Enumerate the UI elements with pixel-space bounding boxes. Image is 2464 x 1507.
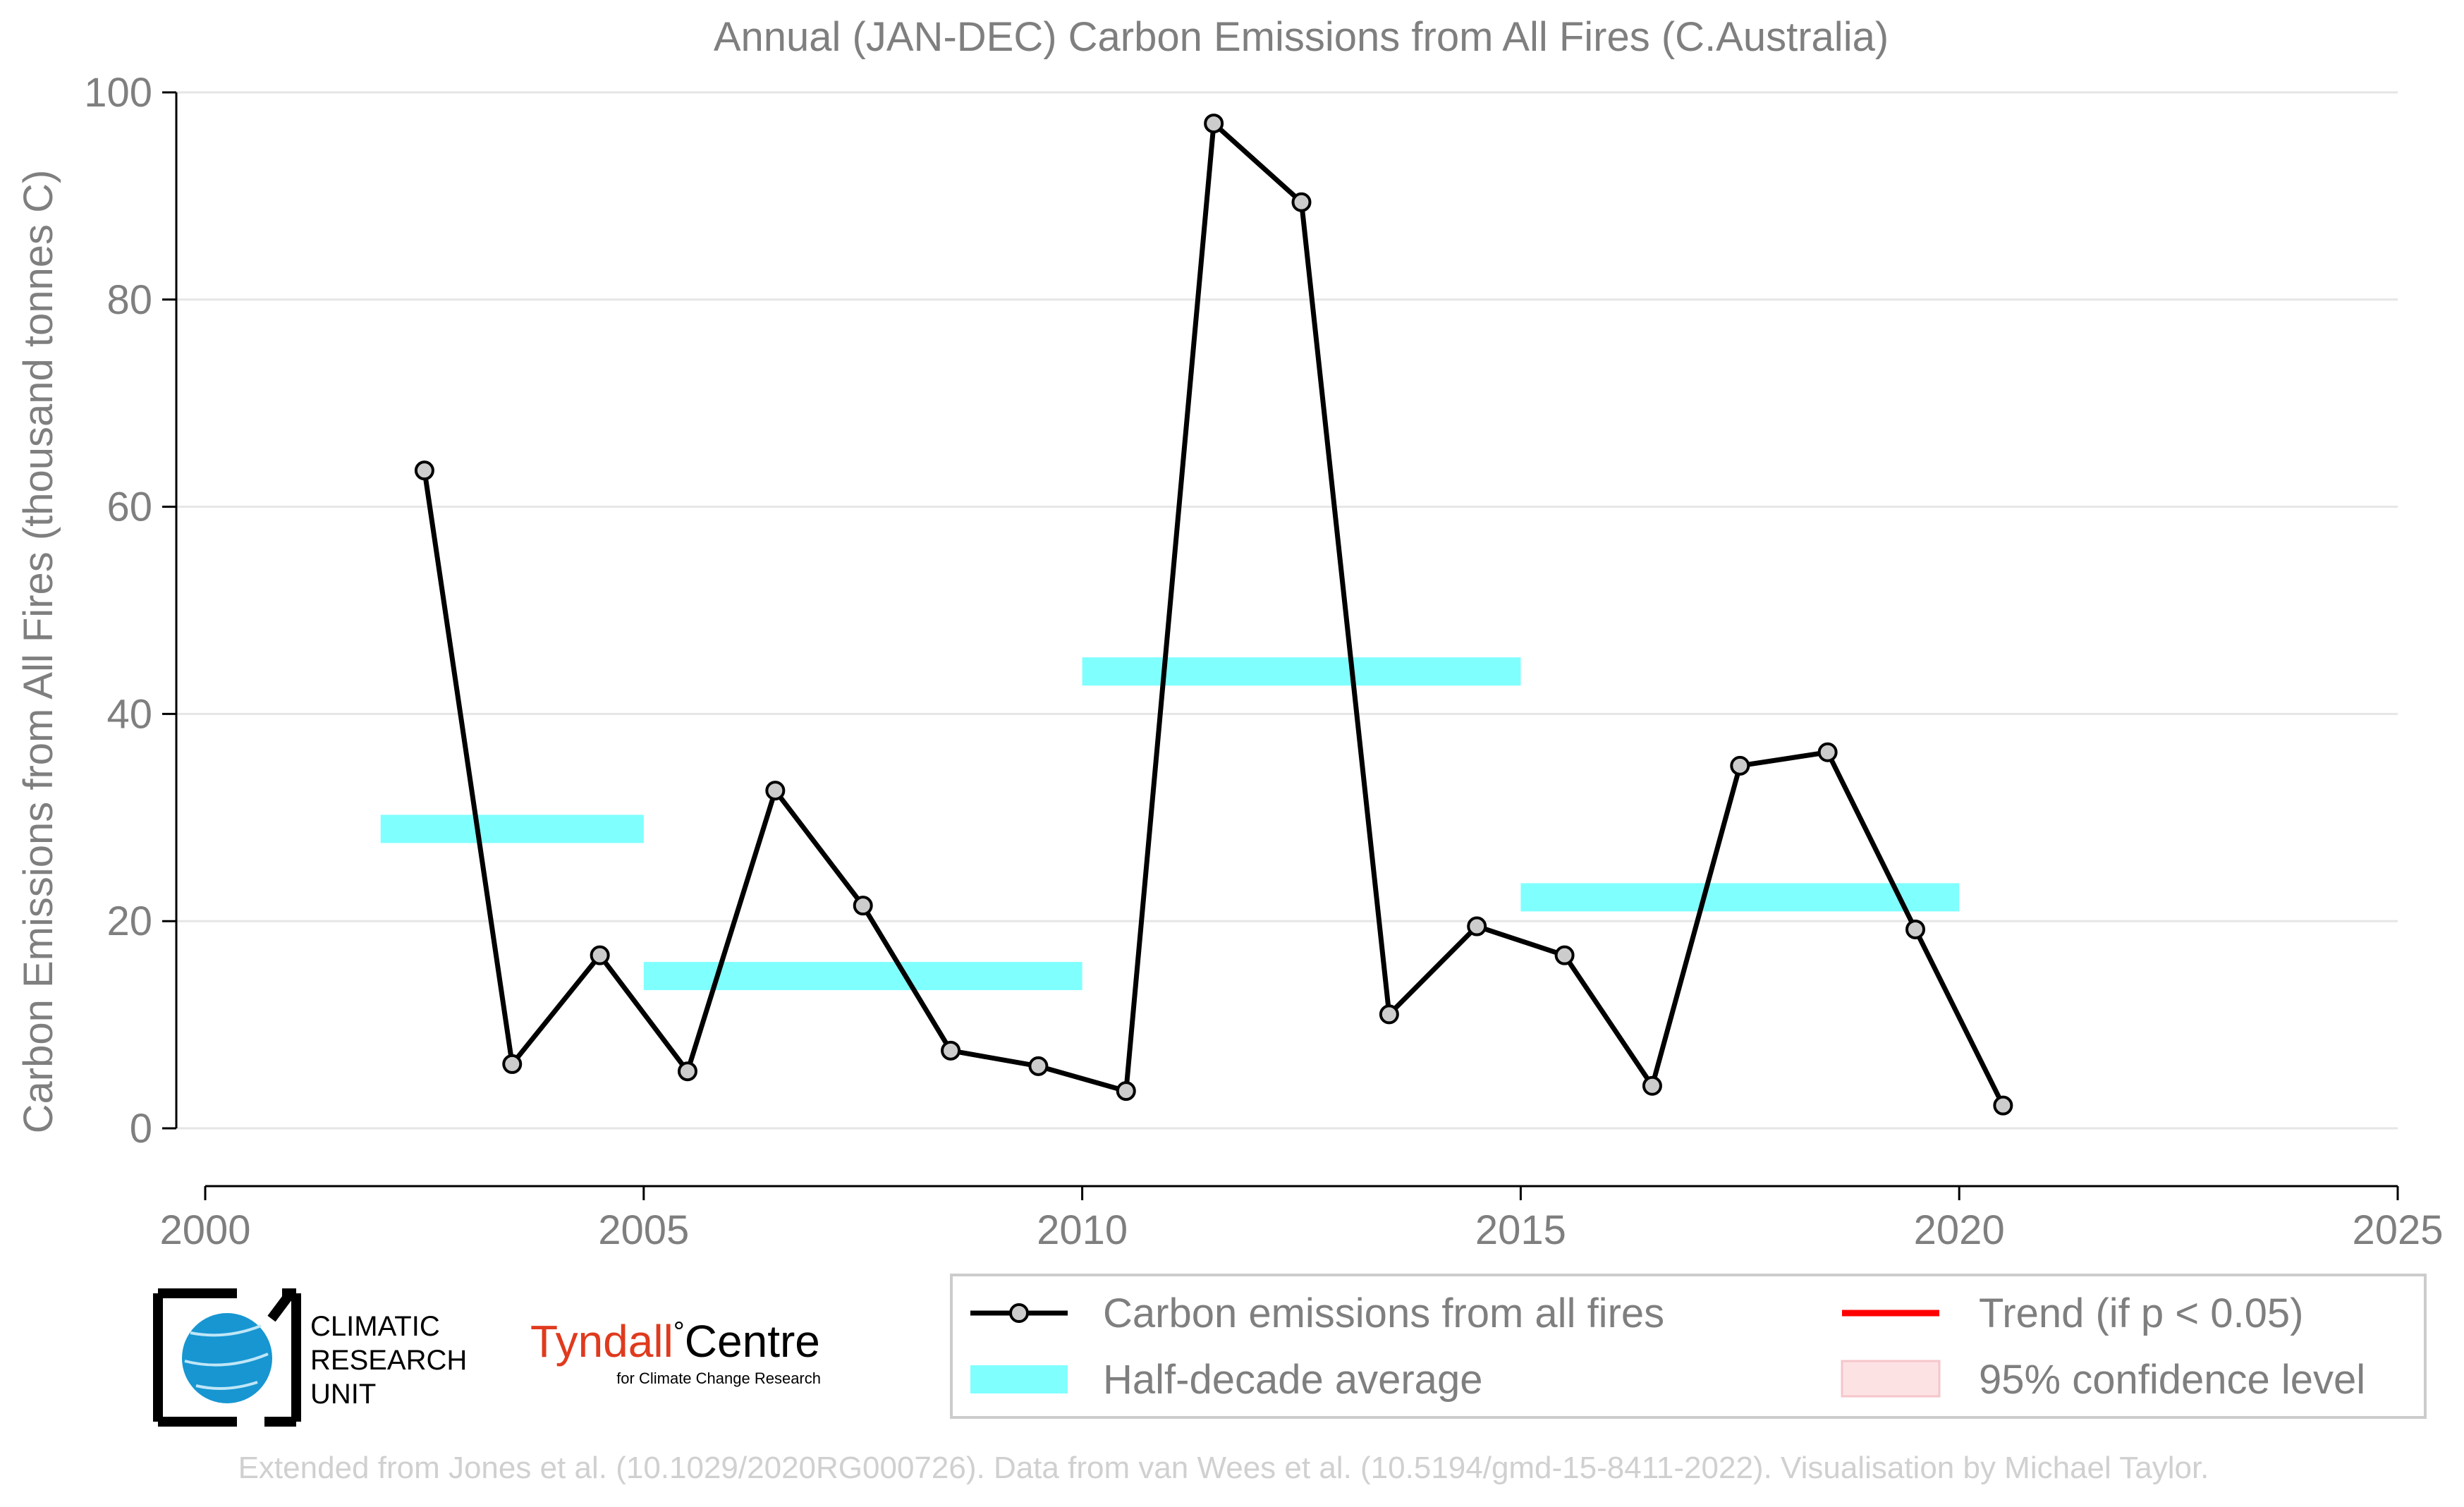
data-point (1817, 742, 1838, 762)
cru-logo: CLIMATIC RESEARCH UNIT (153, 1288, 467, 1427)
svg-text:Tyndall°Centre: Tyndall°Centre (530, 1316, 820, 1367)
data-point (1379, 1004, 1399, 1025)
legend-label-confidence: 95% confidence level (1979, 1357, 2365, 1403)
half-decade-band (643, 962, 1082, 991)
legend-label-trend: Trend (if p < 0.05) (1979, 1291, 2303, 1336)
data-point (1905, 919, 1926, 939)
data-point (1642, 1075, 1662, 1096)
cyan-band-icon (970, 1365, 1068, 1393)
cru-bracket-left (153, 1288, 237, 1427)
x-tick-label: 2005 (598, 1207, 689, 1253)
axes: 0 20 40 60 80 100 2000 2005 2010 2015 2020 2025 (84, 70, 2443, 1253)
legend-item-confidence: 95% confidence level (1841, 1357, 2365, 1403)
half-decade-band (1082, 657, 1521, 686)
data-point (1467, 916, 1487, 936)
legend-marker-icon (1009, 1303, 1029, 1323)
data-point (1204, 114, 1224, 134)
half-decade-band (380, 814, 644, 843)
data-point (677, 1061, 697, 1082)
x-tick-label: 2025 (2352, 1207, 2443, 1253)
pink-patch-icon (1841, 1360, 1941, 1398)
y-tick-label: 80 (106, 277, 152, 323)
legend-frame (950, 1274, 2427, 1419)
y-tick-label: 60 (106, 484, 152, 530)
y-tick-label: 20 (106, 898, 152, 944)
data-point (1028, 1056, 1049, 1076)
legend-item-series: Carbon emissions from all fires (970, 1291, 1664, 1336)
legend: Carbon emissions from all fires Trend (i… (950, 1274, 2427, 1419)
cru-text-line2: RESEARCH (310, 1345, 467, 1376)
data-point (1291, 192, 1312, 212)
credit-line: Extended from Jones et al. (10.1029/2020… (238, 1451, 2209, 1485)
tyndall-word: Tyndall (530, 1316, 673, 1367)
tyndall-degree: ° (673, 1317, 685, 1348)
legend-item-half-decade: Half-decade average (970, 1357, 1482, 1403)
legend-label-half-decade: Half-decade average (1103, 1357, 1482, 1403)
series-line (422, 121, 2006, 1107)
tyndall-centre: Centre (685, 1316, 820, 1367)
data-point (853, 896, 873, 916)
x-tick-label: 2015 (1475, 1207, 1566, 1253)
data-point (414, 460, 434, 481)
legend-item-trend: Trend (if p < 0.05) (1842, 1291, 2303, 1336)
cru-text-line1: CLIMATIC (310, 1311, 440, 1342)
y-tick-label: 100 (84, 70, 152, 116)
data-point (765, 781, 786, 801)
data-point (941, 1040, 961, 1061)
y-axis-label: Carbon Emissions from All Fires (thousan… (16, 170, 61, 1134)
cru-text-line3: UNIT (310, 1379, 376, 1410)
chart-title: Annual (JAN-DEC) Carbon Emissions from A… (714, 14, 1889, 60)
data-point (1116, 1081, 1136, 1102)
y-tick-label: 0 (130, 1106, 152, 1152)
series-carbon-emissions (414, 114, 2013, 1116)
data-point (1993, 1095, 2013, 1116)
data-point (502, 1054, 523, 1074)
data-point (590, 945, 610, 965)
gridlines (176, 91, 2398, 1130)
x-tick-label: 2020 (1914, 1207, 2005, 1253)
x-tick-label: 2000 (159, 1207, 250, 1253)
y-tick-label: 40 (106, 691, 152, 737)
tyndall-logo: Tyndall°Centre for Climate Change Resear… (530, 1316, 821, 1387)
cru-globe-swirl (184, 1324, 269, 1390)
half-decade-band (1520, 883, 1960, 912)
data-point (1730, 755, 1750, 776)
data-point (1554, 945, 1575, 965)
cru-bracket-right (264, 1288, 301, 1427)
tyndall-subtitle: for Climate Change Research (616, 1369, 821, 1387)
x-tick-label: 2010 (1037, 1207, 1128, 1253)
legend-label-series: Carbon emissions from all fires (1103, 1291, 1664, 1336)
